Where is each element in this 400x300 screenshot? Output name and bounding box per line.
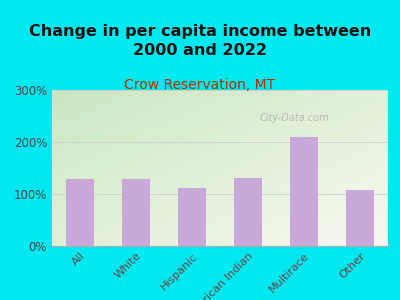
Bar (178, 188, 206, 246)
Text: Change in per capita income between
2000 and 2022: Change in per capita income between 2000… (29, 24, 371, 58)
Bar (122, 179, 150, 246)
Bar (346, 190, 374, 246)
Bar (234, 178, 262, 246)
Bar (66, 179, 94, 246)
Text: Crow Reservation, MT: Crow Reservation, MT (124, 78, 276, 92)
Bar (290, 137, 318, 246)
Text: City-Data.com: City-Data.com (259, 113, 329, 123)
